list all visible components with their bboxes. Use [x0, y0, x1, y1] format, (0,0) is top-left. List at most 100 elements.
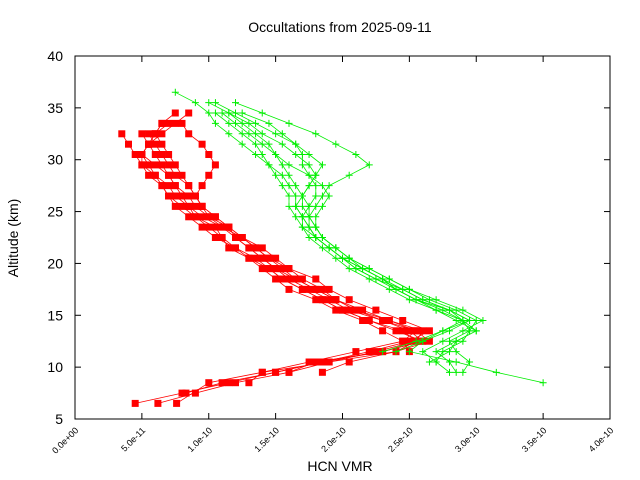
data-point	[211, 234, 219, 241]
data-point	[318, 244, 326, 252]
data-point	[278, 130, 286, 138]
data-point	[419, 348, 427, 356]
data-point	[479, 316, 487, 324]
profile-line	[175, 91, 544, 384]
data-point	[205, 99, 213, 107]
data-point	[185, 213, 193, 221]
profile-line	[228, 112, 478, 373]
data-point	[198, 182, 206, 190]
data-point	[345, 171, 353, 179]
y-tick-label: 30	[47, 152, 63, 168]
data-point	[318, 202, 326, 210]
data-point	[178, 119, 186, 127]
data-point	[372, 275, 380, 283]
data-point	[446, 306, 453, 314]
data-point	[452, 358, 460, 366]
data-point	[278, 161, 286, 169]
data-point	[252, 151, 260, 159]
data-point	[191, 213, 199, 221]
data-point	[145, 130, 153, 138]
data-point	[245, 119, 253, 127]
data-point	[138, 151, 146, 158]
data-point	[372, 306, 380, 314]
x-tick-label: 2.5e-10	[386, 425, 415, 454]
data-point	[205, 171, 213, 179]
data-point	[292, 151, 300, 159]
data-point	[218, 379, 226, 387]
data-point	[151, 161, 159, 169]
data-point	[285, 171, 293, 179]
data-point	[225, 223, 233, 231]
data-point	[312, 130, 320, 138]
data-point	[265, 119, 273, 127]
data-point	[272, 275, 280, 283]
data-point	[272, 265, 280, 273]
data-point	[258, 254, 266, 262]
data-point	[298, 202, 306, 210]
data-point	[399, 317, 407, 324]
data-point	[185, 192, 193, 200]
data-point	[285, 119, 293, 127]
data-point	[298, 285, 306, 293]
data-point	[151, 171, 159, 179]
data-point	[245, 254, 253, 262]
data-point	[158, 130, 166, 138]
data-point	[158, 182, 166, 190]
data-point	[459, 327, 467, 335]
y-tick-label: 35	[47, 100, 63, 116]
data-point	[185, 182, 193, 190]
data-point	[446, 368, 453, 376]
data-point	[285, 192, 293, 200]
data-point	[285, 285, 293, 293]
data-point	[258, 109, 266, 117]
data-point	[232, 109, 239, 117]
data-point	[425, 327, 433, 335]
data-point	[405, 296, 413, 304]
data-point	[359, 265, 367, 273]
profile-line	[181, 123, 431, 373]
data-point	[265, 161, 273, 169]
data-point	[399, 337, 407, 345]
data-point	[245, 244, 253, 252]
data-point	[325, 182, 333, 190]
data-point	[232, 119, 239, 127]
data-point	[318, 234, 326, 241]
data-point	[171, 171, 179, 179]
data-point	[385, 285, 393, 293]
data-point	[345, 296, 353, 304]
data-point	[298, 213, 306, 221]
data-point	[252, 119, 260, 127]
data-point	[218, 109, 226, 117]
y-tick-label: 25	[47, 204, 63, 220]
data-point	[211, 213, 219, 221]
data-point	[492, 368, 500, 376]
data-point	[238, 234, 246, 241]
data-point	[185, 202, 193, 210]
data-point	[232, 234, 239, 241]
y-tick-label: 40	[47, 48, 63, 64]
data-point	[171, 88, 179, 96]
data-point	[232, 244, 239, 252]
data-point	[312, 275, 320, 283]
data-point	[305, 223, 313, 231]
data-point	[345, 358, 353, 366]
x-tick-label: 1.5e-10	[252, 425, 281, 454]
data-point	[298, 223, 306, 231]
data-point	[365, 317, 373, 324]
data-point	[292, 192, 300, 200]
profile-line	[141, 112, 410, 352]
data-point	[318, 358, 326, 366]
data-point	[265, 265, 273, 273]
data-point	[198, 223, 206, 231]
data-point	[118, 130, 126, 138]
data-point	[318, 161, 326, 169]
data-point	[365, 275, 373, 283]
data-point	[305, 234, 313, 241]
data-point	[258, 244, 266, 252]
data-point	[151, 140, 159, 148]
data-point	[225, 244, 233, 252]
data-point	[158, 119, 166, 127]
y-tick-label: 15	[47, 307, 63, 323]
data-point	[258, 151, 266, 159]
data-point	[379, 348, 387, 356]
